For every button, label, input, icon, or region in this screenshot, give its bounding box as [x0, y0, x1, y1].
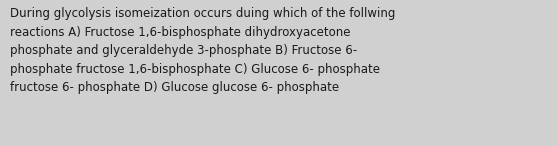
- Text: During glycolysis isomeization occurs duing which of the follwing
reactions A) F: During glycolysis isomeization occurs du…: [10, 7, 396, 94]
